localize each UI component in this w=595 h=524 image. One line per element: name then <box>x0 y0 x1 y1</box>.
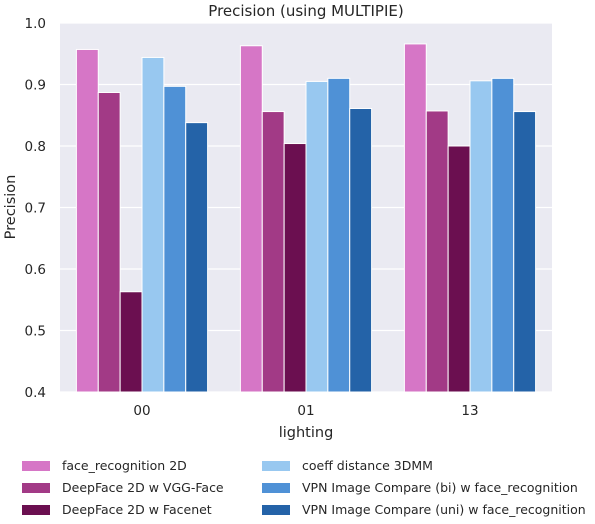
bar <box>425 110 449 393</box>
x-tick-label: 01 <box>297 403 314 419</box>
legend-swatch <box>22 460 50 471</box>
legend-label: VPN Image Compare (uni) w face_recogniti… <box>302 502 586 517</box>
legend-label: DeepFace 2D w Facenet <box>62 502 212 517</box>
bar <box>261 111 285 393</box>
y-tick-label: 0.5 <box>25 324 46 340</box>
legend-item: VPN Image Compare (bi) w face_recognitio… <box>262 478 592 497</box>
legend-swatch <box>262 482 290 493</box>
legend: face_recognition 2D coeff distance 3DMM De… <box>22 456 592 519</box>
y-tick-label: 0.8 <box>25 139 46 155</box>
bar <box>447 145 471 393</box>
legend-label: DeepFace 2D w VGG-Face <box>62 480 224 495</box>
y-tick-label: 0.4 <box>25 385 46 401</box>
bar <box>491 77 515 393</box>
legend-label: VPN Image Compare (bi) w face_recognitio… <box>302 480 578 495</box>
x-axis-label: lighting <box>279 425 334 441</box>
chart-title: Precision (using MULTIPIE) <box>208 2 403 20</box>
legend-swatch <box>22 504 50 515</box>
legend-item: VPN Image Compare (uni) w face_recogniti… <box>262 500 592 519</box>
legend-swatch <box>22 482 50 493</box>
y-tick-label: 0.6 <box>25 262 46 278</box>
x-tick-labels: 00 01 13 <box>133 403 478 419</box>
bar <box>75 48 99 393</box>
legend-swatch <box>262 504 290 515</box>
bar <box>163 85 187 393</box>
legend-item: DeepFace 2D w VGG-Face <box>22 478 262 497</box>
legend-item: DeepFace 2D w Facenet <box>22 500 262 519</box>
bar <box>283 143 307 393</box>
bar <box>513 111 537 393</box>
x-tick-label: 00 <box>133 403 150 419</box>
bar <box>97 91 121 393</box>
legend-item: face_recognition 2D <box>22 456 262 475</box>
bars <box>75 43 537 393</box>
bar <box>141 56 165 393</box>
legend-item: coeff distance 3DMM <box>262 456 592 475</box>
legend-label: face_recognition 2D <box>62 458 187 473</box>
legend-label: coeff distance 3DMM <box>302 458 433 473</box>
bar <box>119 291 143 393</box>
bar <box>469 80 493 393</box>
bar <box>185 122 209 393</box>
x-tick-label: 13 <box>461 403 478 419</box>
bar <box>305 80 329 393</box>
y-tick-labels: 0.4 0.5 0.6 0.7 0.8 0.9 1.0 <box>25 16 46 401</box>
y-axis-label: Precision <box>3 175 19 240</box>
legend-swatch <box>262 460 290 471</box>
bar <box>239 45 263 393</box>
y-tick-label: 0.9 <box>25 78 46 94</box>
bar <box>349 107 373 393</box>
bar <box>403 43 427 393</box>
y-tick-label: 1.0 <box>25 16 46 32</box>
bar <box>327 77 351 393</box>
y-tick-label: 0.7 <box>25 201 46 217</box>
